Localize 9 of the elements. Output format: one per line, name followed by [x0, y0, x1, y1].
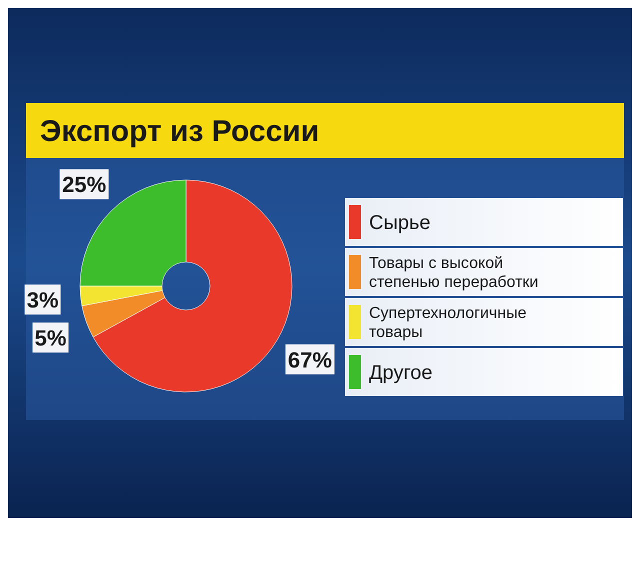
legend-label: Сырье — [369, 212, 430, 234]
data-label: 67% — [288, 347, 332, 372]
legend-label: Супертехнологичные товары — [369, 305, 527, 341]
data-label: 25% — [62, 172, 106, 198]
legend-label: Товары с высокой степенью переработки — [369, 255, 538, 291]
chart-title: Экспорт из России — [40, 115, 320, 148]
data-label: 3% — [26, 288, 59, 313]
legend-label: Другое — [369, 362, 433, 384]
data-label: 5% — [34, 326, 66, 351]
